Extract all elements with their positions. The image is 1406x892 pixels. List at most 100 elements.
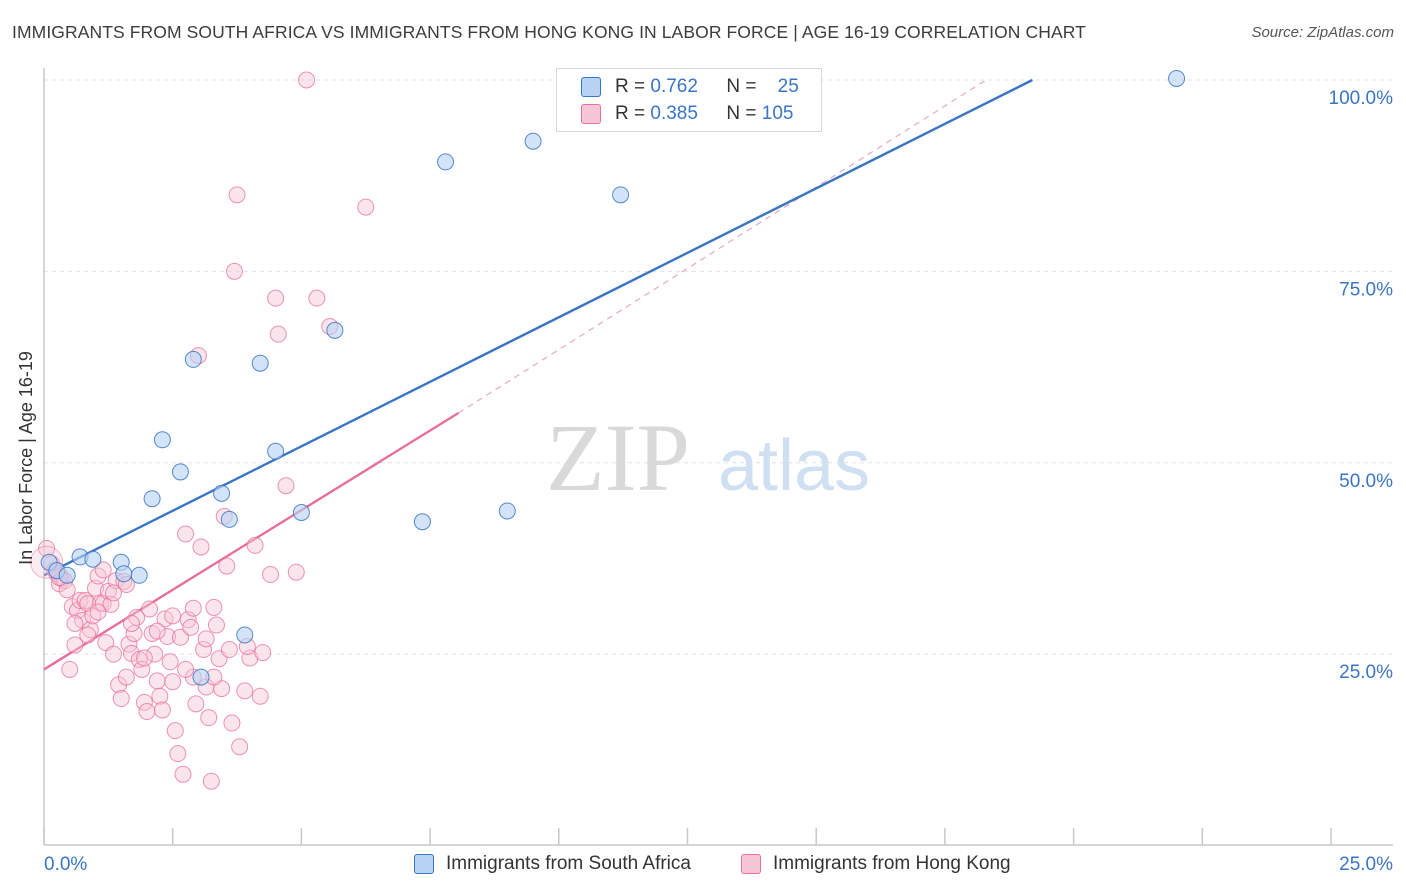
bottom-legend-swatch-pink [741,854,761,874]
data-point-south-africa [58,566,76,584]
data-point-south-africa [292,504,310,522]
data-point-hong-kong [159,628,177,646]
y-tick-label: 75.0% [1339,279,1393,300]
trend-lines [43,78,1033,671]
bottom-legend-label-south-africa: Immigrants from South Africa [446,853,691,874]
data-point-hong-kong [251,687,269,705]
y-tick-label: 25.0% [1339,662,1393,683]
data-point-south-africa [213,484,231,502]
data-point-south-africa [192,668,210,686]
data-point-hong-kong [117,668,135,686]
data-point-hong-kong [61,660,79,678]
data-point-hong-kong [298,71,316,89]
data-point-hong-kong [205,598,223,616]
data-point-hong-kong [171,628,189,646]
data-point-south-africa [143,490,161,508]
data-point-hong-kong [228,186,246,204]
data-point-hong-kong [192,538,210,556]
x-tick-label: 25.0% [1339,854,1393,875]
data-point-south-africa [171,463,189,481]
legend-n-label: N = [726,76,757,97]
data-point-hong-kong [223,714,241,732]
data-point-south-africa [153,431,171,449]
data-point-hong-kong [138,703,156,721]
legend-row-hong-kong: R = 0.385 N = 105 [581,102,793,126]
data-point-hong-kong [153,701,171,719]
data-point-hong-kong [277,477,295,495]
data-point-hong-kong [148,672,166,690]
data-point-hong-kong [174,765,192,783]
legend-swatch-pink [581,104,601,124]
data-point-hong-kong [225,262,243,280]
legend-swatch-blue [581,77,601,97]
data-point-hong-kong [357,198,375,216]
legend-r-value: 0.385 [650,103,698,124]
data-point-south-africa [326,321,344,339]
legend-row-south-africa: R = 0.762 N = 25 [581,75,799,99]
watermark-atlas: atlas [718,426,870,506]
grid-lines [44,79,1393,655]
y-tick-label: 100.0% [1329,88,1394,109]
legend-r-label: R = [615,103,646,124]
bottom-legend-label-hong-kong: Immigrants from Hong Kong [773,853,1011,874]
data-point-hong-kong [151,687,169,705]
data-point-south-africa [84,550,102,568]
data-point-south-africa [236,626,254,644]
data-point-south-africa [115,565,133,583]
watermark-zip: ZIP [546,404,690,511]
data-point-hong-kong [287,563,305,581]
data-point-south-africa [130,566,148,584]
data-point-hong-kong [308,289,326,307]
data-point-hong-kong [146,645,164,663]
data-point-south-africa [251,354,269,372]
data-point-hong-kong [148,622,166,640]
data-point-south-africa [498,502,516,520]
data-point-hong-kong [161,653,179,671]
trend-line-south-africa [43,78,1033,577]
data-point-hong-kong [254,644,272,662]
watermark: ZIP atlas [546,404,870,511]
data-point-hong-kong [177,525,195,543]
data-point-hong-kong [66,615,84,633]
data-point-hong-kong [141,600,159,618]
data-point-south-africa [1168,69,1186,87]
tick-labels: 25.0% 50.0% 75.0% 100.0% 0.0% 25.0% [44,88,1393,875]
trend-line-hong-kong-extension [458,79,987,414]
data-point-hong-kong [89,603,107,621]
source-credit: Source: ZipAtlas.com [1251,24,1394,41]
axes [43,68,1393,846]
data-point-south-africa [524,132,542,150]
legend-r-value: 0.762 [650,76,698,97]
data-point-hong-kong [112,690,130,708]
data-point-south-africa [437,153,455,171]
data-point-hong-kong [104,645,122,663]
data-point-hong-kong [184,599,202,617]
bottom-legend-hong-kong: Immigrants from Hong Kong [741,851,1011,877]
data-point-south-africa [413,513,431,531]
data-point-south-africa [184,350,202,368]
data-point-south-africa [267,442,285,460]
y-axis-label: In Labor Force | Age 16-19 [16,351,36,565]
data-point-hong-kong [195,641,213,659]
data-point-hong-kong [169,745,187,763]
data-point-hong-kong [220,641,238,659]
data-point-hong-kong [166,722,184,740]
data-point-hong-kong [246,536,264,554]
data-point-hong-kong [269,325,287,343]
data-point-south-africa [612,186,630,204]
data-point-hong-kong [262,566,280,584]
data-point-hong-kong [200,709,218,727]
data-point-hong-kong [164,607,182,625]
data-point-hong-kong [218,557,236,575]
data-point-hong-kong [66,636,84,654]
x-tick-label: 0.0% [44,854,87,875]
data-point-hong-kong [177,660,195,678]
data-point-hong-kong [123,615,141,633]
legend-r-label: R = [615,76,646,97]
chart-title: IMMIGRANTS FROM SOUTH AFRICA VS IMMIGRAN… [12,22,1086,42]
data-point-hong-kong [182,618,200,636]
y-tick-label: 50.0% [1339,471,1393,492]
trend-line-hong-kong [43,411,460,671]
data-point-hong-kong [104,584,122,602]
